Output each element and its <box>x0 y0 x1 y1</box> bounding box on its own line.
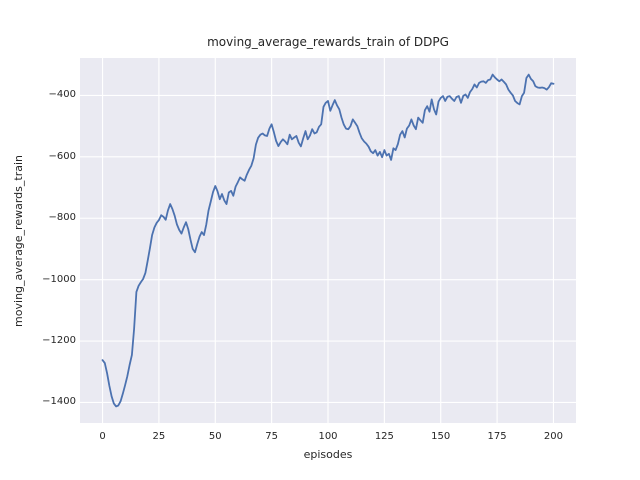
x-axis-label: episodes <box>303 448 353 461</box>
x-tick-label: 175 <box>487 431 507 442</box>
x-tick-label: 150 <box>431 431 451 442</box>
data-line <box>101 73 555 408</box>
x-tick-label: 100 <box>318 431 338 442</box>
y-tick-label: −1200 <box>42 335 76 347</box>
x-tick-label: 125 <box>374 431 394 442</box>
y-axis-label: moving_average_rewards_train <box>10 58 26 423</box>
y-tick-label: −600 <box>48 150 76 162</box>
x-tick-label: 200 <box>543 431 563 442</box>
y-axis-label-text: moving_average_rewards_train <box>11 154 25 327</box>
x-tick-label: 50 <box>208 431 222 442</box>
chart-title: moving_average_rewards_train of DDPG <box>207 35 449 49</box>
x-tick-label: 25 <box>152 431 166 442</box>
x-tick-label: 0 <box>99 431 106 442</box>
x-tick-label: 75 <box>265 431 278 442</box>
y-tick-label: −1000 <box>42 273 76 285</box>
y-tick-label: −1400 <box>42 396 76 408</box>
plot-area <box>80 58 576 423</box>
y-tick-label: −400 <box>48 89 76 101</box>
y-tick-label: −800 <box>48 212 76 224</box>
line-chart <box>80 58 576 423</box>
